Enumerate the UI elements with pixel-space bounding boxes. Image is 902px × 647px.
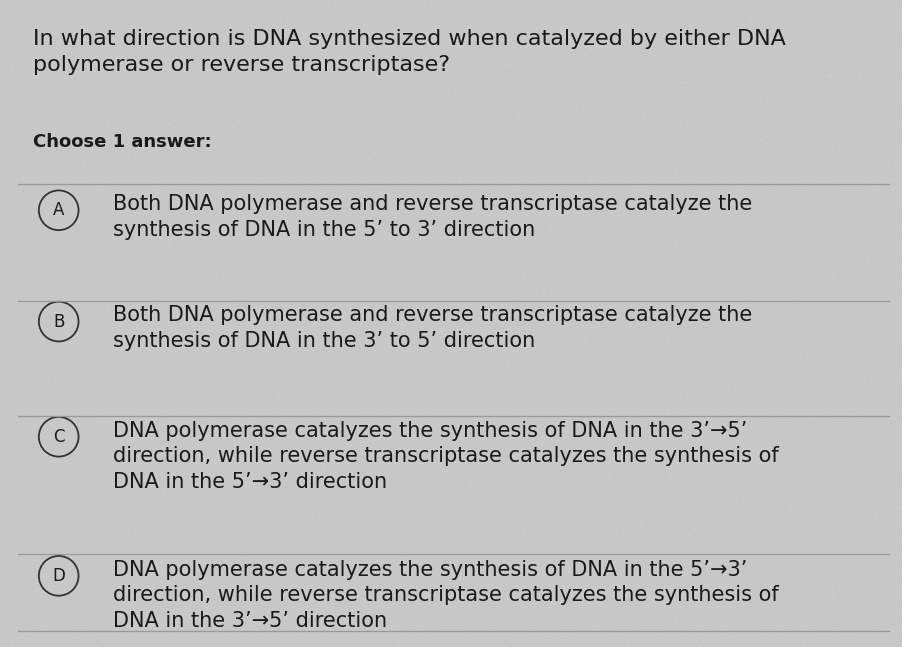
Text: B: B (53, 313, 64, 331)
Text: D: D (52, 567, 65, 585)
Text: Choose 1 answer:: Choose 1 answer: (33, 133, 212, 151)
Text: C: C (53, 428, 64, 446)
Text: DNA polymerase catalyzes the synthesis of DNA in the 5’→3’
direction, while reve: DNA polymerase catalyzes the synthesis o… (113, 560, 778, 631)
Text: Both DNA polymerase and reverse transcriptase catalyze the
synthesis of DNA in t: Both DNA polymerase and reverse transcri… (113, 305, 751, 351)
Text: A: A (53, 201, 64, 219)
Text: In what direction is DNA synthesized when catalyzed by either DNA
polymerase or : In what direction is DNA synthesized whe… (33, 29, 786, 74)
Text: Both DNA polymerase and reverse transcriptase catalyze the
synthesis of DNA in t: Both DNA polymerase and reverse transcri… (113, 194, 751, 239)
Text: DNA polymerase catalyzes the synthesis of DNA in the 3’→5’
direction, while reve: DNA polymerase catalyzes the synthesis o… (113, 421, 778, 492)
